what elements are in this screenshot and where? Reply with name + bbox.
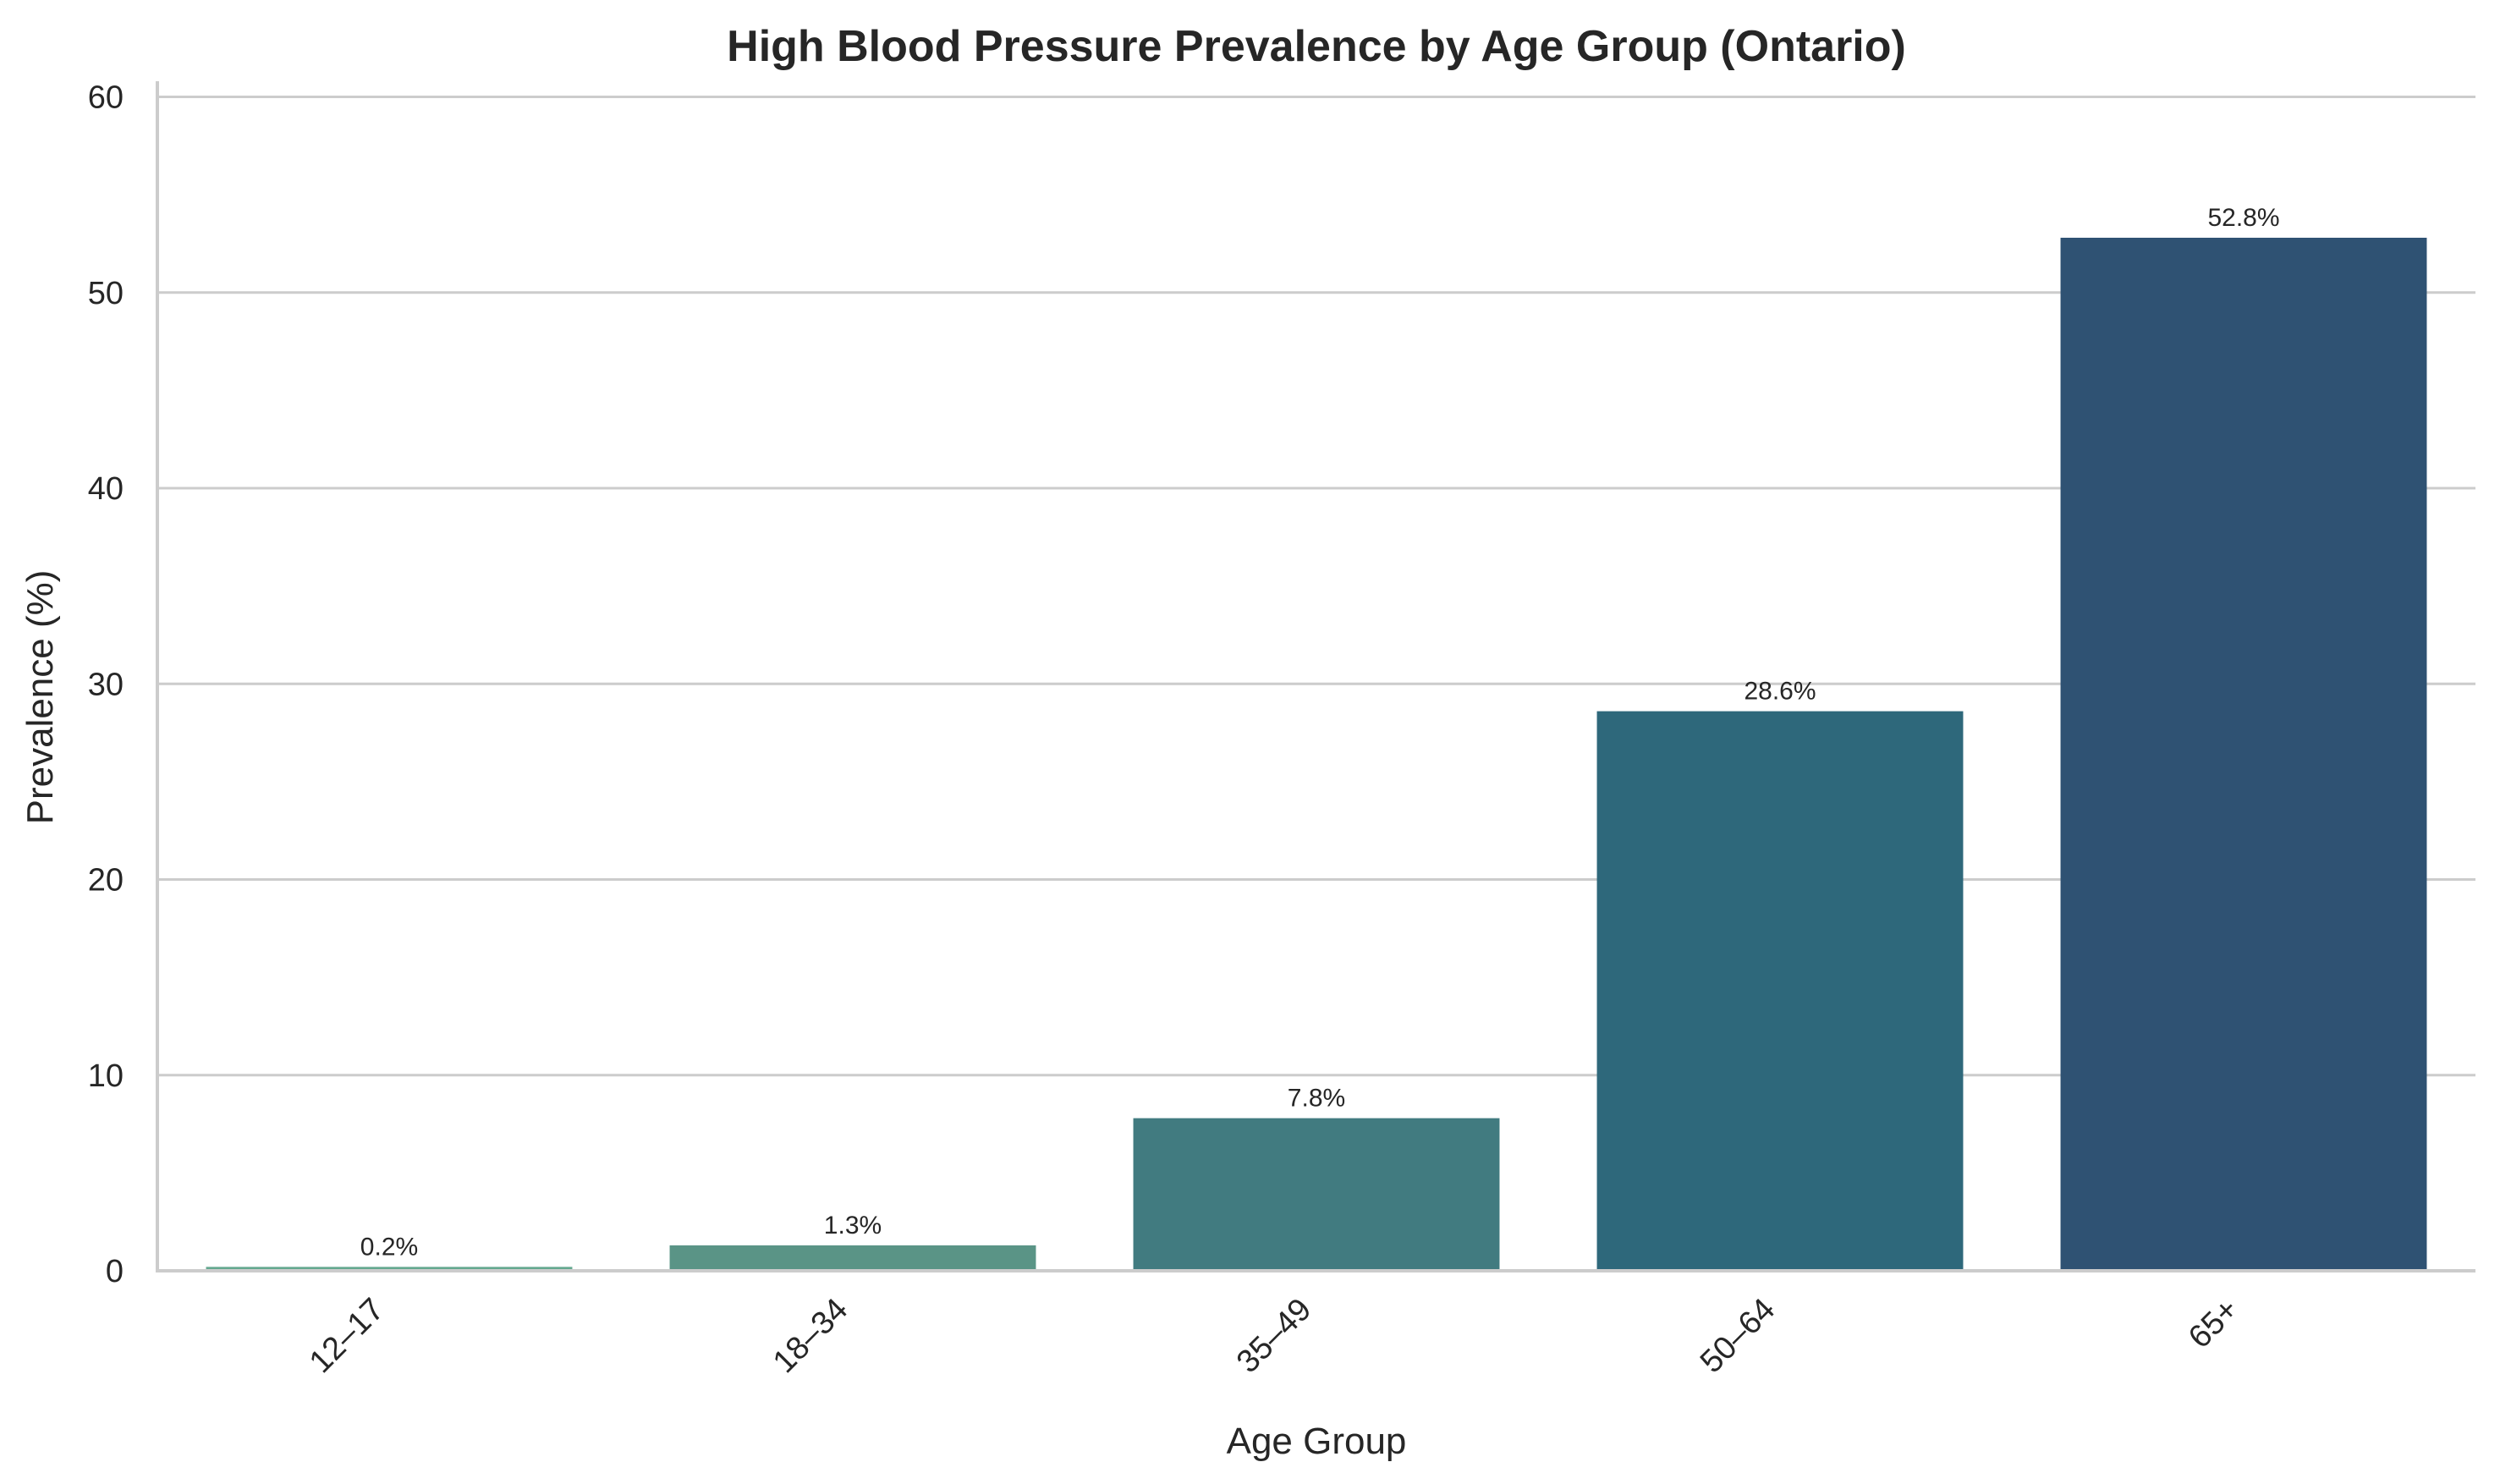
y-tick-label: 0 [106,1254,124,1289]
y-tick-label: 50 [88,276,124,311]
bar [1596,711,1964,1271]
y-tick-label: 30 [88,667,124,702]
y-tick-label: 40 [88,471,124,507]
y-tick-label: 20 [88,863,124,899]
bar-value-label: 28.6% [1744,678,1816,706]
bar-value-label: 52.8% [2207,204,2279,232]
x-axis-title: Age Group [1227,1421,1407,1462]
bar-value-label: 1.3% [824,1212,882,1239]
bar [669,1245,1036,1271]
bar [1133,1118,1500,1271]
bar-value-label: 0.2% [360,1233,418,1261]
gridlines [157,96,2475,1272]
x-tick-label: 50–64 [1694,1292,1782,1380]
bar [2060,238,2427,1271]
y-tick-label: 10 [88,1058,124,1094]
y-axis-title: Prevalence (%) [19,570,61,825]
axes [156,81,2475,1272]
x-tick-label: 65+ [2182,1292,2245,1355]
x-tick-label: 35–49 [1230,1292,1318,1380]
chart-title: High Blood Pressure Prevalence by Age Gr… [727,22,1906,71]
x-tick-label: 12–17 [303,1292,391,1380]
y-tick-label: 60 [88,80,124,116]
x-tick-label: 18–34 [766,1292,854,1380]
bar [206,1267,573,1271]
bar-value-label: 7.8% [1288,1085,1345,1113]
bars [206,238,2427,1271]
